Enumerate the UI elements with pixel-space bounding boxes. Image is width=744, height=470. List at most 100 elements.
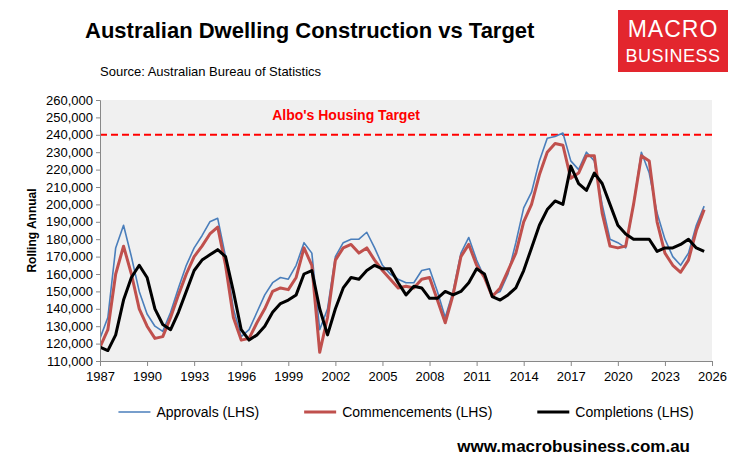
x-tick-label: 2011 [463, 369, 491, 384]
y-tick: 200,000 [46, 197, 100, 212]
y-tick-mark [96, 170, 100, 171]
y-tick: 140,000 [46, 301, 100, 316]
y-tick: 110,000 [47, 354, 100, 369]
y-tick-label: 110,000 [47, 354, 93, 369]
y-tick-mark [96, 361, 100, 362]
series-line [100, 144, 704, 353]
legend: Approvals (LHS) Commencements (LHS) Comple… [118, 404, 693, 420]
annotation-text: Albo's Housing Target [272, 107, 420, 123]
series-line [100, 166, 704, 350]
y-tick-mark [96, 222, 100, 223]
x-tick-label: 2014 [510, 369, 539, 384]
x-tick-mark [147, 361, 148, 366]
y-tick-mark [96, 239, 100, 240]
x-tick-mark [524, 361, 525, 366]
x-tick: 2026 [698, 361, 727, 384]
y-tick: 170,000 [46, 249, 100, 264]
y-tick: 250,000 [46, 110, 100, 125]
x-tick-label: 2020 [604, 369, 633, 384]
x-axis-line [101, 362, 713, 367]
x-tick-mark [288, 361, 289, 366]
logo-text: MACRO [628, 16, 719, 42]
plot-marks [100, 133, 712, 352]
y-tick-label: 250,000 [46, 110, 93, 125]
series-line [100, 133, 704, 338]
y-tick: 240,000 [46, 127, 100, 142]
y-tick-label: 140,000 [46, 301, 93, 316]
y-tick: 130,000 [46, 319, 100, 334]
x-tick-label: 2023 [651, 369, 680, 384]
y-tick-label: 260,000 [46, 93, 93, 108]
x-tick-mark [335, 361, 336, 366]
y-tick-mark [96, 326, 100, 327]
y-tick: 150,000 [46, 284, 100, 299]
chart-title: Australian Dwelling Construction vs Targ… [85, 18, 535, 43]
x-tick: 2011 [463, 361, 491, 384]
y-axis-title: Rolling Annual [25, 188, 39, 272]
x-tick-mark [618, 361, 619, 366]
legend-item: Completions (LHS) [537, 404, 693, 420]
x-tick-mark [382, 361, 383, 366]
y-tick-label: 190,000 [46, 214, 93, 229]
x-tick-mark [571, 361, 572, 366]
x-tick-label: 2005 [369, 369, 398, 384]
y-tick-label: 200,000 [46, 197, 93, 212]
x-tick-label: 1996 [227, 369, 256, 384]
x-tick-label: 2008 [416, 369, 445, 384]
x-axis: 1987199019931996199920022005200820112014… [86, 361, 727, 384]
y-tick-mark [96, 187, 100, 188]
x-tick-mark [241, 361, 242, 366]
x-tick-mark [430, 361, 431, 366]
x-tick-label: 2026 [698, 369, 727, 384]
legend-label: Commencements (LHS) [342, 404, 492, 420]
legend-label: Completions (LHS) [575, 404, 693, 420]
x-tick: 2020 [604, 361, 633, 384]
chart-svg: MACRO BUSINESS Australian Dwelling Constru… [0, 0, 744, 470]
x-tick: 2002 [321, 361, 350, 384]
y-tick-label: 170,000 [46, 249, 93, 264]
x-tick: 2005 [369, 361, 398, 384]
y-tick-label: 220,000 [46, 162, 93, 177]
y-tick-label: 120,000 [46, 336, 93, 351]
y-tick-label: 240,000 [46, 127, 93, 142]
x-tick-mark [194, 361, 195, 366]
y-tick-label: 130,000 [46, 319, 93, 334]
logo-box [618, 10, 728, 72]
y-tick: 190,000 [46, 214, 100, 229]
y-tick-mark [96, 117, 100, 118]
x-tick-label: 1990 [133, 369, 162, 384]
y-tick-mark [96, 309, 100, 310]
legend-swatch [537, 411, 569, 414]
x-tick: 1993 [180, 361, 209, 384]
logo-text: BUSINESS [625, 46, 720, 66]
chart-container: MACRO BUSINESS Australian Dwelling Constru… [0, 0, 744, 470]
x-tick-mark [477, 361, 478, 366]
y-tick-mark [96, 100, 100, 101]
y-tick-mark [96, 344, 100, 345]
y-tick-mark [96, 135, 100, 136]
y-tick: 260,000 [46, 93, 100, 108]
x-tick: 1996 [227, 361, 256, 384]
legend-item: Approvals (LHS) [118, 404, 259, 420]
x-tick-mark [712, 361, 713, 366]
x-tick: 2017 [557, 361, 586, 384]
y-tick: 120,000 [46, 336, 100, 351]
y-tick: 220,000 [46, 162, 100, 177]
x-tick-label: 2002 [321, 369, 350, 384]
y-tick: 210,000 [46, 180, 100, 195]
y-tick-mark [96, 257, 100, 258]
y-tick: 160,000 [46, 267, 100, 282]
x-tick-mark [665, 361, 666, 366]
x-tick-label: 1987 [86, 369, 115, 384]
y-tick-label: 180,000 [46, 232, 93, 247]
legend-swatch [118, 411, 150, 413]
y-tick-mark [96, 152, 100, 153]
legend-label: Approvals (LHS) [156, 404, 259, 420]
legend-swatch [304, 411, 336, 414]
y-axis: 110,000 120,000 130,000 140,000 150,000 160,0… [46, 93, 101, 369]
y-tick-mark [96, 274, 100, 275]
y-tick-label: 230,000 [46, 145, 93, 160]
y-tick-mark [96, 204, 100, 205]
y-tick: 230,000 [46, 145, 100, 160]
x-tick: 1990 [133, 361, 162, 384]
